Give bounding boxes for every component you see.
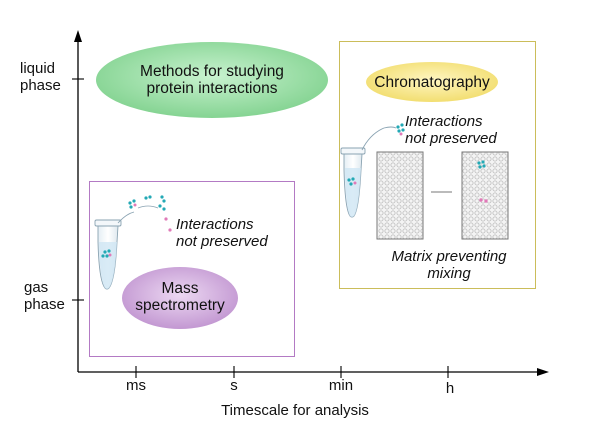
mass-spec-note: Interactions not preserved — [176, 216, 268, 250]
mass-spec-tube — [95, 212, 134, 289]
x-tick-label-h: h — [430, 380, 470, 397]
y-label-gas-line1: gas — [24, 279, 65, 296]
chromatography-note: Interactions not preserved — [405, 113, 497, 147]
chromatography-note-line2: not preserved — [405, 130, 497, 147]
title-bubble-text: Methods for studying protein interaction… — [112, 63, 312, 97]
matrix-note-line2: mixing — [369, 265, 529, 282]
matrix-note-line1: Matrix preventing — [369, 248, 529, 265]
x-axis-title: Timescale for analysis — [160, 402, 430, 419]
mass-spec-label: Mass spectrometry — [130, 280, 230, 314]
mass-spec-label-line2: spectrometry — [130, 297, 230, 314]
y-label-gas-phase: gas phase — [24, 279, 65, 313]
matrix-block-left — [377, 152, 423, 239]
y-axis-arrow — [74, 30, 82, 42]
mass-spec-note-line1: Interactions — [176, 216, 268, 233]
y-label-gas-line2: phase — [24, 296, 65, 313]
matrix-note: Matrix preventing mixing — [369, 248, 529, 282]
chromatography-note-line1: Interactions — [405, 113, 497, 130]
chromatography-droplets — [396, 123, 404, 135]
title-line2: protein interactions — [112, 80, 312, 97]
y-label-liquid-phase: liquid phase — [20, 60, 61, 94]
y-label-liquid-line1: liquid — [20, 60, 61, 77]
mass-spec-label-line1: Mass — [130, 280, 230, 297]
x-tick-label-min: min — [321, 377, 361, 394]
title-line1: Methods for studying — [112, 63, 312, 80]
x-tick-label-ms: ms — [116, 377, 156, 394]
chromatography-label: Chromatography — [372, 74, 492, 91]
mass-spec-droplets — [128, 195, 171, 231]
mass-spec-note-line2: not preserved — [176, 233, 268, 250]
y-label-liquid-line2: phase — [20, 77, 61, 94]
x-axis-arrow — [537, 368, 549, 376]
x-tick-label-s: s — [214, 377, 254, 394]
